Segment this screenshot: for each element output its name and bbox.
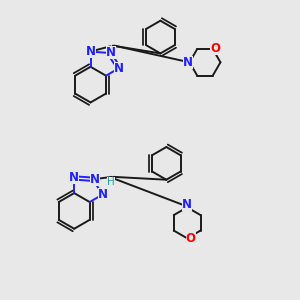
Text: N: N [114, 61, 124, 75]
Text: H: H [107, 177, 115, 187]
Text: N: N [85, 45, 96, 58]
Text: O: O [210, 42, 220, 56]
Text: N: N [182, 198, 192, 211]
Text: N: N [98, 188, 108, 201]
Text: N: N [69, 171, 79, 184]
Text: N: N [106, 46, 116, 59]
Text: N: N [183, 56, 193, 69]
Text: O: O [186, 232, 196, 245]
Text: N: N [90, 173, 100, 186]
